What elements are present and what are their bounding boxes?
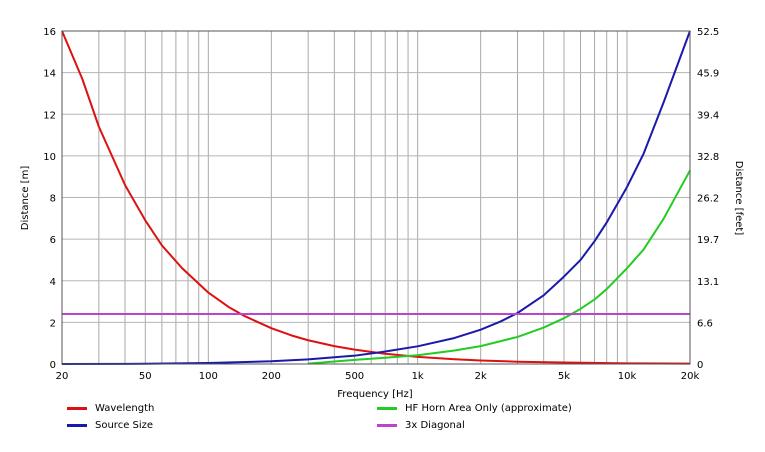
x-tick-label: 5k bbox=[558, 371, 570, 382]
y-tick-label-right: 19.7 bbox=[697, 235, 719, 246]
x-tick-label: 500 bbox=[345, 371, 364, 382]
x-tick-label: 20k bbox=[681, 371, 700, 382]
y-tick-label-right: 26.2 bbox=[697, 194, 719, 205]
legend-swatch bbox=[377, 424, 397, 427]
y-tick-label-right: 45.9 bbox=[697, 69, 719, 80]
x-tick-label: 2k bbox=[475, 371, 487, 382]
y-tick-label-left: 12 bbox=[43, 110, 56, 121]
legend-swatch bbox=[67, 424, 87, 427]
legend-item-wavelength: Wavelength bbox=[67, 403, 154, 414]
legend-label: HF Horn Area Only (approximate) bbox=[405, 403, 572, 414]
y-axis-right-title: Distance [feet] bbox=[733, 161, 744, 236]
legend-item-source-size: Source Size bbox=[67, 420, 153, 431]
y-tick-label-left: 10 bbox=[43, 152, 56, 163]
series-layer bbox=[61, 30, 691, 365]
legend-item-3x-diagonal: 3x Diagonal bbox=[377, 420, 465, 431]
series-line-wavelength bbox=[61, 30, 691, 365]
y-tick-label-right: 32.8 bbox=[697, 152, 719, 163]
y-tick-label-right: 52.5 bbox=[697, 27, 719, 38]
y-tick-label-left: 14 bbox=[43, 69, 56, 80]
y-tick-label-left: 0 bbox=[50, 360, 56, 371]
y-axis-left-title: Distance [m] bbox=[20, 166, 31, 231]
y-tick-label-left: 16 bbox=[43, 27, 56, 38]
x-tick-label: 20 bbox=[56, 371, 69, 382]
y-tick-label-right: 0 bbox=[697, 360, 703, 371]
y-tick-label-left: 6 bbox=[50, 235, 56, 246]
y-tick-label-left: 2 bbox=[50, 318, 56, 329]
x-axis-title: Frequency [Hz] bbox=[337, 389, 413, 400]
tick-labels: 20 50 100 200 500 1k 2k 5k 10k 20k024681012141606… bbox=[43, 27, 719, 382]
x-tick-label: 50 bbox=[139, 371, 152, 382]
series-line-hf-horn-area-only-approximate bbox=[308, 169, 691, 365]
y-tick-label-left: 4 bbox=[50, 277, 56, 288]
x-tick-label: 200 bbox=[262, 371, 281, 382]
plot-frame bbox=[61, 30, 691, 365]
y-tick-label-right: 6.6 bbox=[697, 318, 713, 329]
y-tick-label-left: 8 bbox=[50, 194, 56, 205]
x-tick-label: 1k bbox=[412, 371, 424, 382]
legend-label: Wavelength bbox=[95, 403, 155, 414]
legend-label: 3x Diagonal bbox=[405, 420, 465, 431]
legend-item-hf-horn: HF Horn Area Only (approximate) bbox=[377, 403, 572, 414]
x-tick-label: 100 bbox=[199, 371, 218, 382]
legend-swatch bbox=[377, 407, 397, 410]
y-tick-label-right: 13.1 bbox=[697, 277, 719, 288]
x-tick-label: 10k bbox=[618, 371, 637, 382]
legend-swatch bbox=[67, 407, 87, 410]
legend-label: Source Size bbox=[95, 420, 154, 431]
series-line-source-size bbox=[61, 30, 691, 365]
y-tick-label-right: 39.4 bbox=[697, 110, 719, 121]
